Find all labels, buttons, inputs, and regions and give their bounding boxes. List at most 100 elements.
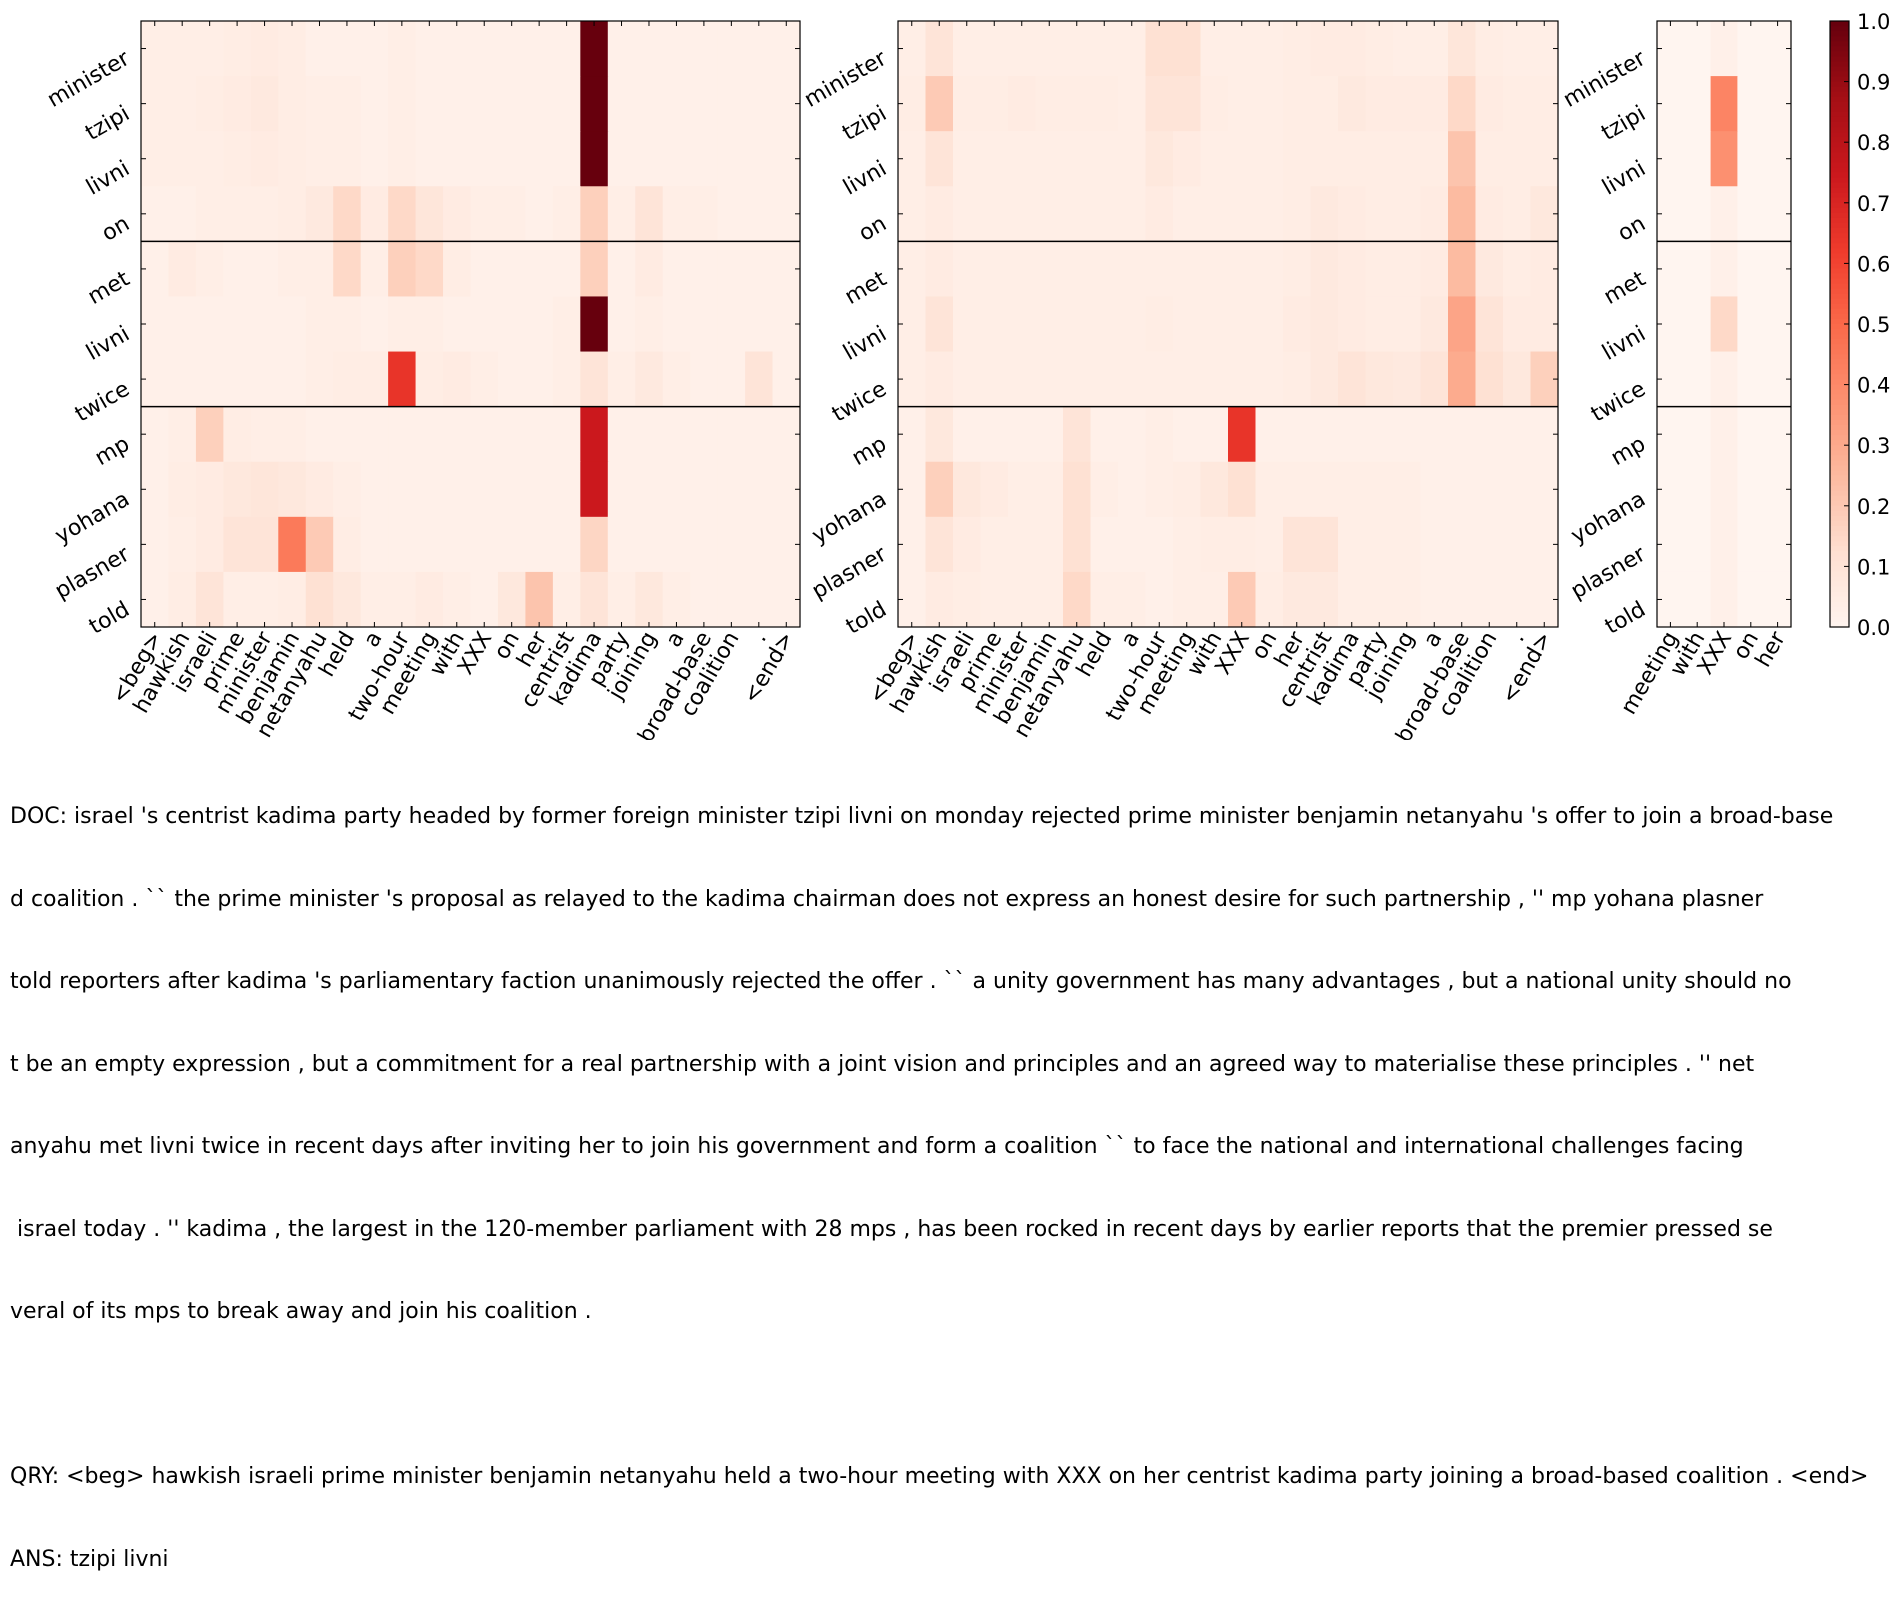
heatmap-cell bbox=[1310, 406, 1339, 463]
heatmap-cell bbox=[1118, 351, 1147, 408]
heatmap-cell bbox=[278, 241, 307, 298]
heatmap-cell bbox=[470, 296, 499, 353]
colorbar-segment bbox=[1830, 253, 1849, 259]
heatmap-cell bbox=[745, 296, 774, 353]
colorbar-segment bbox=[1830, 46, 1849, 52]
y-tick-label: livni bbox=[1598, 322, 1650, 366]
heatmap-cell bbox=[497, 461, 527, 518]
heatmap-cell bbox=[1475, 461, 1504, 518]
heatmap-cell bbox=[635, 516, 664, 573]
heatmap-cell bbox=[223, 516, 252, 573]
y-tick-label: tzipi bbox=[81, 101, 134, 146]
heatmap-cell bbox=[360, 186, 389, 242]
heatmap-cell bbox=[925, 571, 954, 628]
heatmap-cell bbox=[607, 296, 636, 353]
heatmap-cell bbox=[1737, 351, 1765, 408]
heatmap-cell bbox=[1228, 461, 1257, 518]
heatmap-cell bbox=[1035, 351, 1064, 408]
heatmap-cell bbox=[1173, 516, 1202, 573]
heatmap-cell bbox=[1310, 241, 1339, 298]
heatmap-cell bbox=[690, 241, 719, 298]
heatmap-cell bbox=[1173, 351, 1202, 408]
heatmap-cell bbox=[1063, 516, 1092, 573]
heatmap-cell bbox=[1090, 131, 1119, 187]
heatmap-cell bbox=[1008, 131, 1037, 187]
heatmap-cell bbox=[415, 461, 444, 518]
heatmap-cell bbox=[1200, 461, 1229, 518]
heatmap-cell bbox=[223, 406, 252, 463]
heatmap-cell bbox=[497, 516, 527, 573]
heatmap-cell bbox=[580, 296, 609, 353]
heatmap-cell bbox=[360, 241, 389, 298]
heatmap-cell bbox=[1503, 21, 1532, 77]
heatmap-cell bbox=[925, 296, 954, 353]
heatmap-cell bbox=[195, 76, 224, 132]
heatmap-cell bbox=[278, 571, 307, 628]
colorbar-segment bbox=[1830, 505, 1849, 512]
heatmap-cell bbox=[690, 131, 719, 187]
heatmap-cell bbox=[305, 406, 334, 463]
heatmap-cell bbox=[925, 406, 954, 463]
heatmap-cell bbox=[1475, 76, 1504, 132]
heatmap-cell bbox=[1228, 516, 1257, 573]
y-tick-label: on bbox=[855, 211, 891, 246]
colorbar-segment bbox=[1830, 339, 1849, 345]
heatmap-cell bbox=[223, 131, 252, 187]
heatmap-cell bbox=[1063, 571, 1092, 628]
heatmap-cell bbox=[1710, 131, 1738, 187]
doc-line: DOC: israel 's centrist kadima party hea… bbox=[10, 804, 1834, 829]
heatmap-cell bbox=[1008, 21, 1037, 77]
colorbar-segment bbox=[1830, 76, 1849, 83]
colorbar-segment bbox=[1830, 515, 1849, 522]
colorbar-segment bbox=[1830, 313, 1849, 320]
heatmap-cell bbox=[1145, 351, 1174, 408]
colorbar-segment bbox=[1830, 399, 1849, 406]
heatmap-cell bbox=[195, 406, 224, 463]
colorbar-segment bbox=[1830, 268, 1849, 275]
heatmap-cell bbox=[1200, 351, 1229, 408]
heatmap-cell bbox=[195, 296, 224, 353]
heatmap-cell bbox=[552, 461, 581, 518]
heatmap-cell bbox=[1475, 351, 1504, 408]
heatmap-cell bbox=[1393, 186, 1422, 242]
heatmap-cell bbox=[717, 21, 746, 77]
heatmap-cell bbox=[1228, 351, 1257, 408]
heatmap-cell bbox=[223, 351, 252, 408]
heatmap-cell bbox=[580, 516, 609, 573]
colorbar-segment bbox=[1830, 91, 1849, 98]
colorbar-tick-label: 0.5 bbox=[1857, 313, 1890, 337]
heatmap-cell bbox=[662, 21, 691, 77]
heatmap-cell bbox=[1200, 131, 1229, 187]
heatmap-cell bbox=[1393, 296, 1422, 353]
heatmap-cell bbox=[745, 186, 774, 242]
colorbar-segment bbox=[1830, 172, 1849, 179]
heatmap-cell bbox=[635, 461, 664, 518]
heatmap-cell bbox=[552, 21, 581, 77]
heatmap-cell bbox=[1393, 76, 1422, 132]
heatmap-cell bbox=[360, 76, 389, 132]
doc-line: t be an empty expression , but a commitm… bbox=[10, 1051, 1755, 1077]
heatmap-cell bbox=[925, 186, 954, 242]
colorbar-segment bbox=[1830, 81, 1849, 88]
colorbar-segment bbox=[1830, 379, 1849, 386]
heatmap-cell bbox=[690, 186, 719, 242]
heatmap-cell bbox=[388, 76, 417, 132]
heatmap-cell bbox=[690, 76, 719, 132]
heatmap-cell bbox=[1228, 131, 1257, 187]
colorbar-segment bbox=[1830, 248, 1849, 254]
y-tick-label: livni bbox=[839, 156, 891, 200]
heatmap-cell bbox=[1118, 516, 1147, 573]
heatmap-cell bbox=[168, 186, 197, 242]
heatmap-cell bbox=[388, 241, 417, 298]
heatmap-cell bbox=[552, 516, 581, 573]
heatmap-cell bbox=[1228, 241, 1257, 298]
heatmap-cell bbox=[1475, 516, 1504, 573]
heatmap-cell bbox=[1228, 571, 1257, 628]
colorbar-segment bbox=[1830, 293, 1849, 300]
heatmap-cell bbox=[1035, 406, 1064, 463]
heatmap-cell bbox=[1338, 296, 1367, 353]
heatmap-cell bbox=[580, 571, 609, 628]
heatmap-cell bbox=[552, 186, 581, 242]
heatmap-cell bbox=[690, 296, 719, 353]
colorbar-segment bbox=[1830, 197, 1849, 204]
